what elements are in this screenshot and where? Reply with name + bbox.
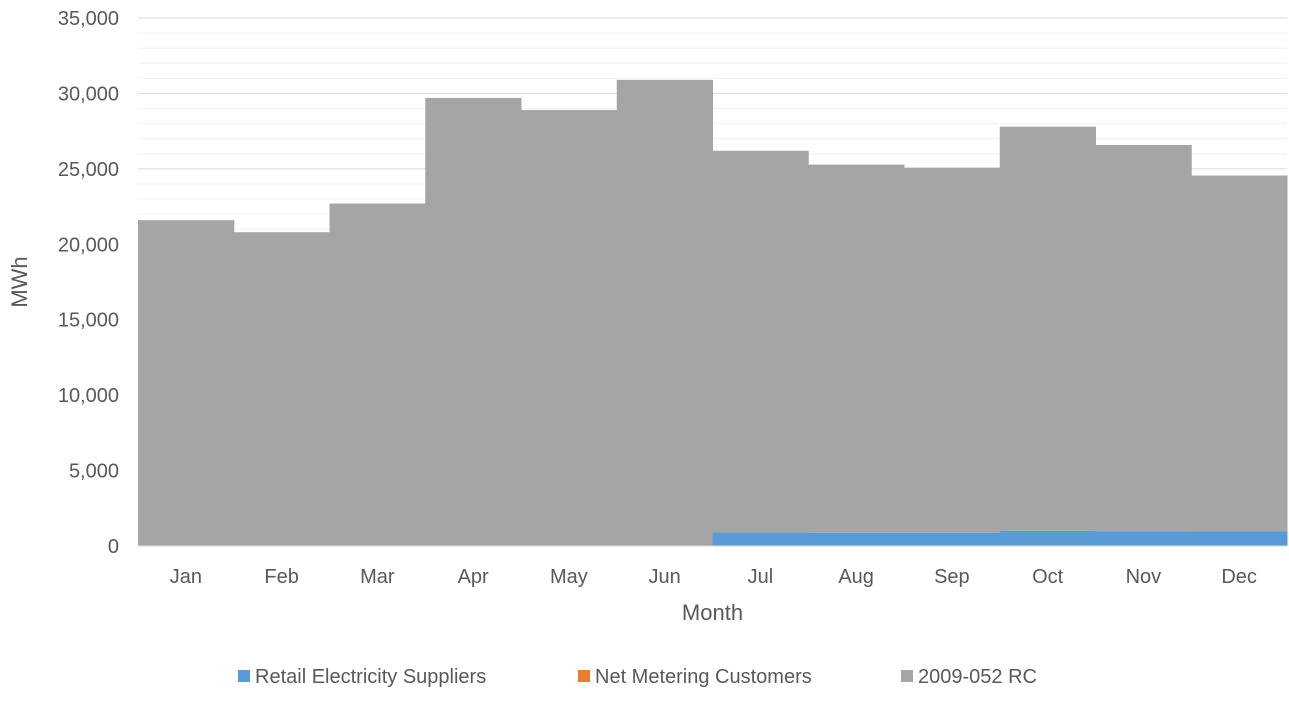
x-tick-label: May <box>550 566 588 588</box>
y-axis-title: MWh <box>7 256 32 307</box>
bar-2009-052-rc-aug <box>808 164 905 533</box>
bar-retail-electricity-suppliers-aug <box>808 532 905 546</box>
x-tick-label: Mar <box>360 566 395 588</box>
x-tick-label: Apr <box>458 566 489 588</box>
legend-entry-net-metering-customers: Net Metering Customers <box>578 666 812 688</box>
bar-2009-052-rc-jan <box>138 220 235 547</box>
x-axis-title: Month <box>682 600 743 625</box>
bar-2009-052-rc-may <box>521 110 618 546</box>
y-tick-label: 5,000 <box>69 461 119 483</box>
x-axis-ticks: Jan Feb Mar Apr May Jun Jul Aug Sep Oct Nov Dec <box>170 566 1257 588</box>
x-tick-label: Oct <box>1032 566 1064 588</box>
bar-2009-052-rc-nov <box>1095 145 1192 532</box>
y-tick-label: 0 <box>108 536 119 558</box>
bar-retail-electricity-suppliers-jul <box>712 532 809 546</box>
y-tick-label: 30,000 <box>58 83 119 105</box>
bar-2009-052-rc-apr <box>425 97 522 546</box>
legend-label: Retail Electricity Suppliers <box>255 666 486 688</box>
y-tick-label: 15,000 <box>58 310 119 332</box>
legend: Retail Electricity Suppliers Net Metering… <box>238 666 1037 688</box>
x-tick-label: Dec <box>1221 566 1257 588</box>
y-tick-label: 25,000 <box>58 159 119 181</box>
x-tick-label: Sep <box>934 566 970 588</box>
legend-swatch <box>238 670 250 682</box>
x-tick-label: Jul <box>748 566 774 588</box>
legend-swatch <box>578 670 590 682</box>
bar-2009-052-rc-jun <box>616 79 713 546</box>
legend-swatch <box>901 670 913 682</box>
bar-2009-052-rc-mar <box>329 203 426 546</box>
legend-label: 2009-052 RC <box>918 666 1037 688</box>
bar-retail-electricity-suppliers-nov <box>1095 531 1192 546</box>
bar-retail-electricity-suppliers-oct <box>999 530 1096 546</box>
y-tick-label: 35,000 <box>58 8 119 30</box>
x-tick-label: Jan <box>170 566 202 588</box>
x-tick-label: Feb <box>264 566 298 588</box>
y-tick-label: 10,000 <box>58 385 119 407</box>
legend-entry-retail-electricity-suppliers: Retail Electricity Suppliers <box>238 666 486 688</box>
bar-2009-052-rc-sep <box>904 167 1001 533</box>
bars <box>138 79 1288 547</box>
bar-retail-electricity-suppliers-sep <box>904 532 1001 546</box>
legend-entry-2009-052-rc: 2009-052 RC <box>901 666 1037 688</box>
x-tick-label: Jun <box>649 566 681 588</box>
bar-2009-052-rc-feb <box>233 232 330 546</box>
bar-2009-052-rc-dec <box>1191 175 1288 532</box>
bar-2009-052-rc-oct <box>999 126 1096 531</box>
legend-label: Net Metering Customers <box>595 666 812 688</box>
y-axis-ticks: 0 5,000 10,000 15,000 20,000 25,000 30,000 35,0… <box>58 8 119 558</box>
y-tick-label: 20,000 <box>58 234 119 256</box>
bar-2009-052-rc-jul <box>712 150 809 533</box>
x-tick-label: Nov <box>1126 566 1162 588</box>
bar-retail-electricity-suppliers-dec <box>1191 531 1288 546</box>
x-tick-label: Aug <box>838 566 874 588</box>
